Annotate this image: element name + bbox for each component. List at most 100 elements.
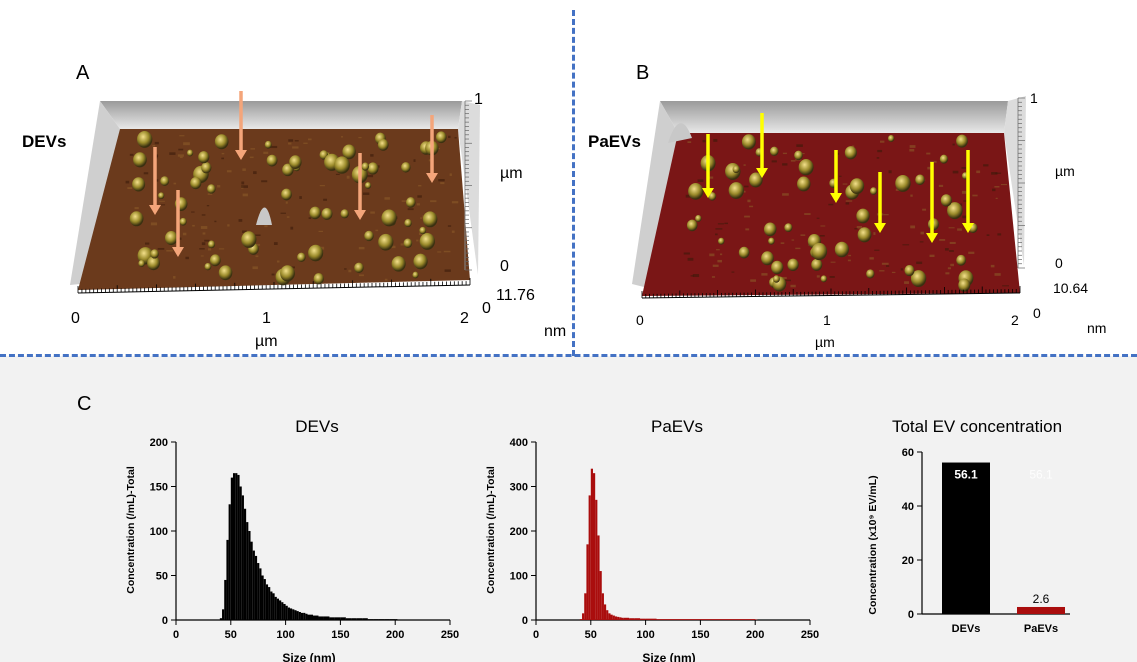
y-tick-label: 150 [150, 482, 168, 494]
afm-texture [447, 225, 452, 227]
histogram-bar [592, 473, 596, 620]
afm-particle [413, 253, 428, 270]
afm-texture [271, 273, 275, 276]
x-tick-label: 50 [585, 629, 597, 641]
afm-texture [991, 172, 998, 175]
afm-particle [887, 135, 895, 142]
afm-particle [204, 262, 212, 271]
afm-texture [218, 248, 225, 250]
afm-texture [134, 207, 139, 210]
afm-particle [264, 140, 272, 149]
histogram-bar [274, 596, 277, 620]
panel-c-letter: C [77, 393, 92, 415]
afm-texture [856, 226, 862, 229]
histogram-bar [640, 618, 646, 620]
afm-particle [419, 232, 435, 250]
afm-texture [346, 175, 350, 179]
afm-texture [697, 179, 704, 183]
histogram-bar [629, 618, 635, 620]
histogram-bar [378, 619, 385, 620]
afm-texture [249, 156, 254, 159]
afm-texture [804, 213, 811, 215]
data-label: 2.6 [1033, 592, 1050, 606]
histogram-bar [579, 619, 583, 620]
faint-data-label: 56.1 [1029, 468, 1053, 482]
panel-b-z-unit: nm [1087, 320, 1107, 336]
panel-b-z-zero: 0 [1033, 305, 1041, 321]
afm-particle [738, 246, 750, 259]
afm-texture [389, 245, 396, 249]
afm-particle [768, 237, 775, 245]
afm-texture [292, 146, 299, 149]
afm-texture [782, 152, 787, 155]
histogram-bar [329, 617, 335, 620]
afm-texture [288, 142, 292, 145]
histogram-bar [678, 619, 690, 620]
x-tick-label: 150 [691, 629, 709, 641]
afm-particle [313, 273, 324, 285]
afm-texture [430, 200, 437, 203]
panel-b-x-tick-1: 1 [823, 312, 831, 328]
afm-texture [1000, 184, 1008, 186]
afm-texture [129, 153, 134, 156]
histogram-bar [619, 617, 622, 620]
afm-particle [207, 184, 216, 194]
afm-texture [949, 241, 956, 244]
y-tick-label: 100 [510, 571, 528, 583]
afm-particle [405, 197, 416, 208]
afm-particle [422, 211, 438, 228]
afm-particle [688, 183, 704, 200]
afm-texture [358, 246, 365, 250]
x-axis-label: Size (nm) [642, 651, 695, 662]
arrow-head [149, 205, 161, 215]
afm-texture [451, 230, 455, 233]
afm-texture [949, 250, 954, 252]
afm-texture [983, 164, 989, 167]
afm-texture [709, 253, 715, 257]
histogram-bar [265, 584, 269, 620]
paevs-histogram: PaEVs Concentration (/mL)-Total Size (nm… [485, 417, 819, 662]
afm-texture [745, 228, 750, 231]
afm-texture [253, 171, 257, 175]
y-tick-label: 100 [150, 526, 168, 538]
afm-texture [358, 274, 364, 277]
histogram-bar [294, 610, 297, 620]
afm-texture [744, 185, 749, 188]
histogram-bar [617, 616, 620, 620]
afm-particle [391, 256, 406, 272]
histogram-bar [356, 618, 363, 620]
afm-texture [182, 232, 187, 236]
afm-texture [250, 148, 256, 150]
histogram-bar [219, 618, 223, 620]
afm-texture [370, 154, 374, 157]
afm-texture [750, 279, 757, 282]
afm-particle [364, 182, 372, 189]
afm-particle [695, 214, 702, 222]
panel-b-y-unit: µm [1055, 163, 1075, 179]
afm-particle [761, 251, 774, 266]
afm-texture [384, 197, 390, 200]
afm-particle [187, 149, 194, 157]
afm-texture [150, 222, 158, 226]
afm-texture [962, 215, 968, 219]
afm-particle [870, 187, 878, 195]
panel-b-sample-label: PaEVs [588, 132, 641, 151]
afm-particle [811, 242, 828, 261]
afm-texture [156, 154, 159, 157]
histogram-bar [246, 522, 249, 620]
histogram-bar [230, 477, 233, 620]
afm-texture [910, 194, 913, 197]
afm-particle [334, 156, 350, 174]
afm-texture [819, 235, 825, 237]
afm-particle [773, 275, 780, 283]
afm-texture [820, 225, 826, 227]
y-tick-label: 20 [902, 555, 914, 567]
panel-a-x-tick-1: 1 [262, 310, 271, 327]
histogram-bar [292, 609, 295, 620]
x-tick-label: 200 [386, 629, 404, 641]
afm-texture [1002, 285, 1009, 287]
panel-b-x-tick-0: 0 [636, 312, 644, 328]
x-tick-label: 250 [441, 629, 459, 641]
histogram-bar [296, 611, 299, 620]
afm-texture [335, 173, 340, 176]
